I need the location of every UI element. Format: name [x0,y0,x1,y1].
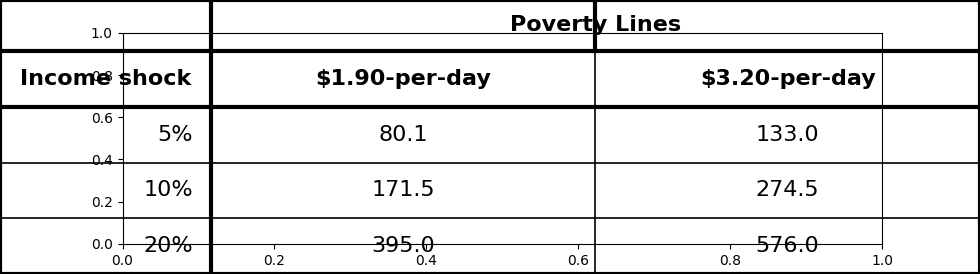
Text: 133.0: 133.0 [756,125,819,145]
Text: 80.1: 80.1 [378,125,428,145]
Text: 576.0: 576.0 [756,236,819,256]
Text: $3.20-per-day: $3.20-per-day [700,69,875,89]
Text: 395.0: 395.0 [371,236,435,256]
Text: 171.5: 171.5 [371,181,435,201]
Text: Income shock: Income shock [20,69,191,89]
Text: $1.90-per-day: $1.90-per-day [316,69,491,89]
Text: 5%: 5% [158,125,193,145]
Text: Poverty Lines: Poverty Lines [510,15,681,35]
Text: 274.5: 274.5 [756,181,819,201]
Text: 20%: 20% [143,236,193,256]
Text: 10%: 10% [143,181,193,201]
